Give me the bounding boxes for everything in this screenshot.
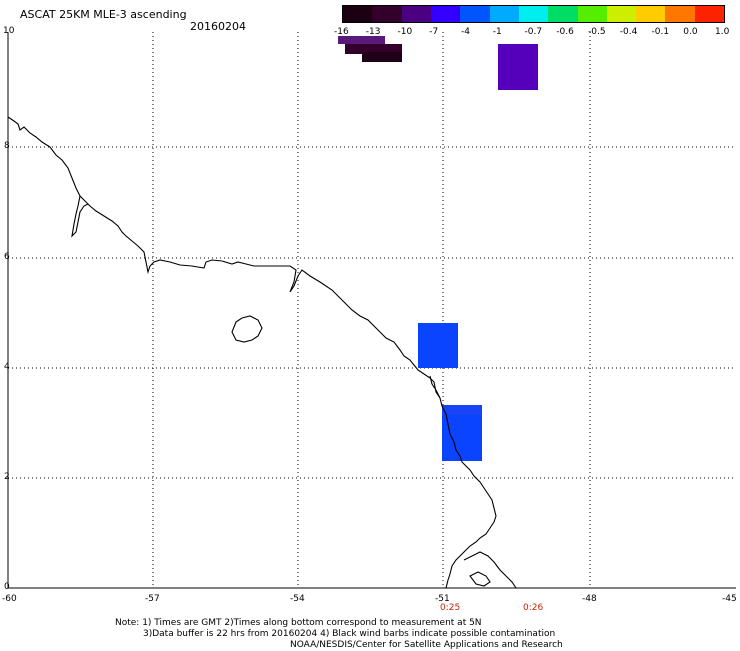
x-tick-label: -48 — [582, 594, 597, 604]
data-cell — [345, 44, 402, 54]
colorbar-tick-label: -0.5 — [588, 27, 606, 37]
data-cell — [442, 405, 482, 415]
map-date: 20160204 — [190, 20, 246, 33]
colorbar-segment — [430, 6, 461, 22]
y-tick-label: 2 — [4, 472, 10, 482]
note-line-2: 3)Data buffer is 22 hrs from 20160204 4)… — [143, 629, 556, 639]
colorbar-gradient — [343, 6, 725, 22]
colorbar-segment — [401, 6, 431, 22]
colorbar-labels: -16 -13 -10 -7 -4 -1 -0.7 -0.6 -0.5 -0.4 -0.1 0.0 1.… — [334, 27, 729, 39]
x-tick-label: -57 — [145, 594, 160, 604]
y-tick-label: 10 — [3, 26, 15, 36]
map-title: ASCAT 25KM MLE-3 ascending — [20, 8, 187, 21]
colorbar-segment — [577, 6, 607, 22]
colorbar-tick-label: -16 — [334, 27, 349, 37]
data-cell — [338, 36, 385, 44]
colorbar-tick-label: 0.0 — [683, 27, 698, 37]
colorbar-segment — [665, 6, 695, 22]
time-label: 0:26 — [523, 603, 544, 613]
colorbar-segment — [460, 6, 490, 22]
colorbar-segment — [606, 6, 637, 22]
colorbar-segment — [548, 6, 578, 22]
colorbar-tick-label: 1.0 — [715, 27, 730, 37]
note-line-1: Note: 1) Times are GMT 2)Times along bot… — [115, 618, 482, 628]
colorbar-tick-label: -0.7 — [524, 27, 543, 37]
colorbar-tick-label: -0.4 — [619, 27, 638, 37]
colorbar-segment — [694, 6, 725, 22]
x-tick-label: -45 — [722, 594, 737, 604]
y-tick-label: 0 — [4, 582, 10, 592]
data-cell — [498, 44, 538, 90]
colorbar-tick-label: -10 — [397, 27, 413, 37]
y-tick-label: 8 — [4, 141, 10, 151]
x-tick-label: -54 — [290, 594, 305, 604]
colorbar-segment — [372, 6, 402, 22]
colorbar-segment — [489, 6, 519, 22]
data-cell — [362, 52, 402, 62]
x-tick-label: -60 — [2, 594, 17, 604]
y-tick-label: 6 — [4, 252, 10, 262]
note-line-3: NOAA/NESDIS/Center for Satellite Applica… — [290, 640, 563, 650]
x-tick-label: -51 — [435, 594, 450, 604]
y-tick-label: 4 — [4, 362, 10, 372]
colorbar-tick-label: -13 — [365, 27, 381, 37]
coastline — [7, 116, 517, 589]
colorbar-tick-label: -7 — [429, 27, 439, 37]
colorbar-tick-label: -0.6 — [556, 27, 574, 37]
colorbar-segment — [518, 6, 549, 22]
colorbar-segment — [636, 6, 666, 22]
wind-data-cells — [338, 36, 538, 461]
colorbar-segment — [343, 6, 373, 22]
colorbar-tick-label: -4 — [461, 27, 470, 37]
gridlines — [8, 32, 736, 588]
colorbar-tick-label: -0.1 — [651, 27, 670, 37]
colorbar-tick-label: -1 — [492, 27, 502, 37]
time-label: 0:25 — [440, 603, 461, 613]
colorbar — [342, 5, 725, 23]
data-cell — [418, 323, 458, 368]
